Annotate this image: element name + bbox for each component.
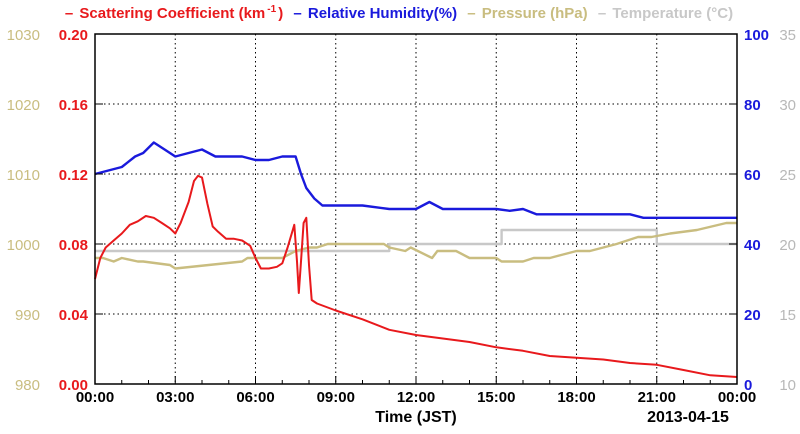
x-tick-label: 21:00	[638, 389, 676, 406]
temperature-tick-label: 20	[779, 237, 796, 254]
temperature-tick-label: 30	[779, 97, 796, 114]
humidity-tick-label: 0	[744, 377, 752, 394]
scattering-tick-label: 0.00	[59, 377, 88, 394]
x-tick-label: 00:00	[718, 389, 756, 406]
humidity-tick-label: 80	[744, 97, 761, 114]
legend-scattering-sup: -1	[267, 4, 277, 15]
temperature-tick-label: 10	[779, 377, 796, 394]
pressure-tick-label: 1030	[7, 27, 40, 44]
scattering-tick-label: 0.20	[59, 27, 88, 44]
x-axis-title: Time (JST)	[375, 409, 457, 426]
series-humidity-line	[94, 141, 737, 220]
x-tick-label: 12:00	[397, 389, 435, 406]
pressure-tick-label: 990	[15, 307, 40, 324]
humidity-tick-label: 40	[744, 237, 761, 254]
x-tick-label: 09:00	[317, 389, 355, 406]
series-scattering-line	[94, 174, 738, 378]
legend-temperature-label: Temperature (°C)	[612, 5, 734, 22]
series-temperature-line	[95, 228, 737, 253]
series-pressure-line	[95, 221, 737, 270]
humidity-tick-label: 100	[744, 27, 769, 44]
temperature-tick-label: 15	[779, 307, 796, 324]
x-tick-label: 03:00	[156, 389, 194, 406]
temperature-tick-label: 25	[779, 167, 796, 184]
pressure-tick-label: 1010	[7, 167, 40, 184]
pressure-tick-label: 1000	[7, 237, 40, 254]
temperature-tick-label: 35	[779, 27, 796, 44]
axis-labels: 00:00 03:00 06:00 09:00 12:00 15:00 18:00 21:00…	[7, 27, 796, 406]
legend-humidity: – Relative Humidity(%)	[293, 5, 458, 22]
legend-scattering-label: Scattering Coefficient (km	[79, 5, 266, 22]
scattering-tick-label: 0.12	[59, 167, 88, 184]
humidity-tick-label: 20	[744, 307, 761, 324]
x-tick-label: 15:00	[477, 389, 515, 406]
scattering-tick-label: 0.04	[59, 307, 89, 324]
pressure-tick-label: 980	[15, 377, 40, 394]
legend-humidity-label: Relative Humidity(%)	[307, 5, 458, 22]
scattering-tick-label: 0.16	[59, 97, 88, 114]
series-layer	[94, 141, 738, 378]
scattering-tick-label: 0.08	[59, 237, 88, 254]
x-tick-label: 00:00	[76, 389, 114, 406]
legend: – Scattering Coefficient (km -1) – Relati…	[0, 4, 800, 22]
date-label: 2013-04-15	[647, 409, 729, 426]
pressure-tick-label: 1020	[7, 97, 40, 114]
legend-pressure: – Pressure (hPa)	[467, 5, 588, 22]
ticks	[94, 33, 738, 385]
x-tick-label: 06:00	[236, 389, 274, 406]
legend-pressure-label: Pressure (hPa)	[481, 5, 588, 22]
x-tick-label: 18:00	[557, 389, 595, 406]
legend-scattering-suffix: )	[278, 5, 284, 22]
legend-scattering: – Scattering Coefficient (km -1)	[64, 4, 284, 22]
legend-temperature: – Temperature (°C)	[597, 5, 734, 22]
humidity-tick-label: 60	[744, 167, 761, 184]
